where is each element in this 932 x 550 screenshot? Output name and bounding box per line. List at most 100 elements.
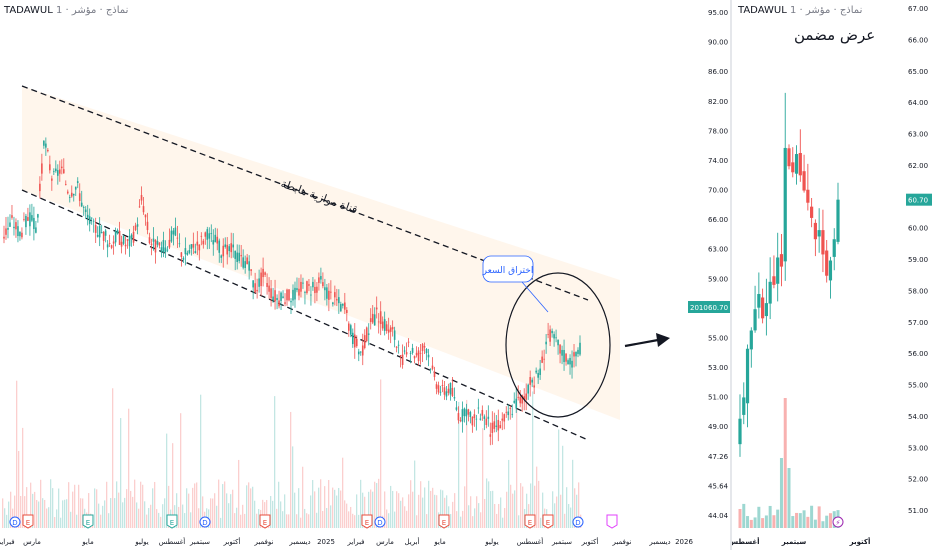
price-tick-label: 44.04 [708,512,729,520]
event-marker-earnings[interactable]: E [259,514,271,529]
candle-body [383,319,386,331]
event-marker-earnings[interactable]: E [524,514,536,529]
zoom-volume-bar [761,518,765,528]
volume-bar [32,493,34,528]
candle-body [142,206,145,213]
candle-body [417,350,420,362]
candle-body [254,283,256,293]
candle-body [489,434,492,437]
volume-bar [160,516,162,528]
volume-bar [332,487,334,528]
event-marker-letter: E [442,519,446,527]
candle-body [92,220,95,222]
candle-body [569,357,571,365]
volume-bar [530,483,532,528]
volume-bar [76,514,78,528]
candle-body [178,243,181,245]
zoom-price-tick-label: 57.00 [908,319,928,327]
candle-body [336,299,338,301]
candle-body [326,287,328,299]
candle-body [278,300,280,307]
volume-bar [216,505,218,528]
zoom-chart-panel[interactable]: 67.0066.0065.0064.0063.0062.0061.0060.00… [732,0,932,550]
volume-bar [6,514,8,528]
volume-bar [248,482,250,528]
candle-body [539,368,541,375]
candle-body [531,379,533,383]
main-chart-panel[interactable]: اختراق السعر قناة موازية هابطة 95.00 90.00 8… [0,0,730,550]
zoom-candle-body [806,189,810,203]
volume-bar [82,498,84,528]
price-tick-label: 49.00 [708,423,728,431]
time-tick-label: مايو [81,538,94,546]
candle-body [499,425,502,429]
candle-body [579,342,581,355]
event-marker-earnings[interactable]: E [361,514,373,529]
volume-bar [56,509,58,528]
volume-bar [150,504,152,528]
volume-bar [294,492,296,528]
candle-body [290,301,292,303]
candle-body [126,239,129,241]
volume-bar [68,482,70,528]
zoom-last-price-box [906,193,932,206]
volume-bar [110,498,112,528]
candle-body [348,323,350,331]
zoom-time-tick-label: أكتوبر [849,537,871,546]
event-marker-dividend[interactable]: D [199,516,211,528]
candle-body [184,248,187,255]
candle-body [29,212,31,227]
zoom-event-marker[interactable]: ⚡ [832,516,844,528]
time-tick-label: ديسمبر [648,538,670,546]
volume-bar [152,488,154,528]
volume-bar [34,491,36,528]
breakout-callout-box [482,255,534,283]
candle-body [559,344,561,354]
event-marker-dividend[interactable]: D [572,516,584,528]
volume-bar [98,503,100,528]
candle-body [318,277,320,283]
volume-bar [254,500,256,528]
volume-bar [556,496,558,528]
price-tick-label: 53.00 [708,364,728,372]
volume-bar [338,487,340,528]
zoom-volume-bar [810,505,814,528]
volume-bar [516,388,518,528]
zoom-volume-bar [783,398,787,528]
event-marker-earnings[interactable]: E [542,514,554,529]
volume-bar [296,514,298,528]
candle-body [467,409,470,415]
volume-bar [168,485,170,528]
candle-body [174,227,177,236]
zoom-chart-canvas[interactable]: 67.0066.0065.0064.0063.0062.0061.0060.00… [732,0,932,550]
event-marker-earnings[interactable]: E [438,514,450,529]
candle-body [222,245,225,257]
candle-body [543,358,545,360]
candle-body [100,232,103,234]
event-marker-earnings[interactable]: E [166,514,178,529]
volume-bar [48,507,50,528]
candle-body [198,244,201,251]
zoom-volume-bar [772,515,776,528]
event-marker-letter: D [202,519,207,527]
event-marker-letter: D [377,519,382,527]
volume-bar [26,487,28,528]
zoom-candle-body [745,348,750,404]
candle-body [288,289,290,301]
candle-body [19,231,21,237]
volume-bar [94,488,96,528]
volume-bar [554,503,556,528]
price-tick-label: 78.00 [708,127,728,135]
event-marker-dividend[interactable]: D [9,516,21,528]
event-marker-earnings[interactable]: E [22,514,34,529]
event-marker-earnings[interactable]: E [82,514,94,529]
candle-body [433,371,436,377]
candle-body [188,250,191,253]
volume-bar [234,513,236,528]
volume-bar [384,491,386,528]
candle-body [469,412,472,417]
volume-bar [256,513,258,528]
event-marker-dividend[interactable]: D [374,516,386,528]
volume-bar [74,484,76,528]
